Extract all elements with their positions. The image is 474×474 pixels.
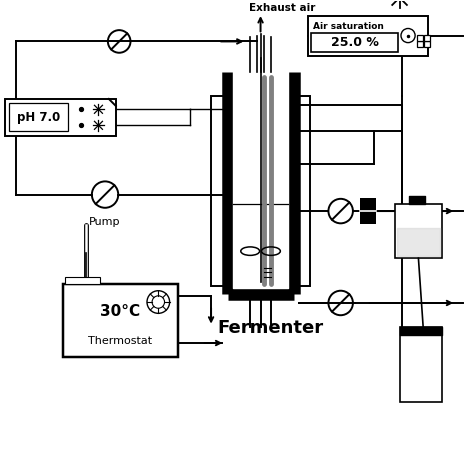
FancyBboxPatch shape bbox=[395, 204, 442, 258]
Text: 30°C: 30°C bbox=[100, 304, 140, 319]
Text: 25.0 %: 25.0 % bbox=[331, 36, 379, 49]
FancyBboxPatch shape bbox=[424, 42, 430, 47]
Text: Thermostat: Thermostat bbox=[88, 336, 153, 346]
FancyBboxPatch shape bbox=[424, 35, 430, 40]
FancyBboxPatch shape bbox=[5, 99, 116, 136]
FancyBboxPatch shape bbox=[360, 198, 375, 224]
Text: Exhaust air: Exhaust air bbox=[248, 3, 315, 13]
FancyBboxPatch shape bbox=[9, 103, 68, 131]
FancyBboxPatch shape bbox=[418, 42, 423, 47]
Text: Pump: Pump bbox=[89, 217, 121, 227]
FancyBboxPatch shape bbox=[311, 33, 398, 52]
FancyBboxPatch shape bbox=[418, 35, 423, 40]
FancyBboxPatch shape bbox=[400, 327, 442, 402]
Text: pH 7.0: pH 7.0 bbox=[17, 111, 60, 124]
FancyBboxPatch shape bbox=[308, 16, 428, 55]
Text: Fermenter: Fermenter bbox=[217, 319, 323, 337]
FancyBboxPatch shape bbox=[65, 277, 100, 284]
FancyBboxPatch shape bbox=[211, 96, 310, 286]
FancyBboxPatch shape bbox=[63, 284, 178, 357]
Text: Air saturation: Air saturation bbox=[313, 22, 384, 31]
Text: +: + bbox=[360, 198, 371, 210]
